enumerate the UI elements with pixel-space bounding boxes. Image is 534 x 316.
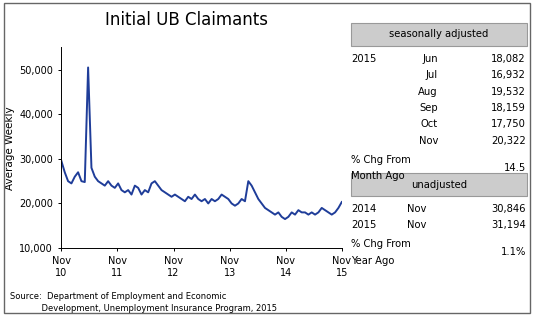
Text: Initial UB Claimants: Initial UB Claimants [105,11,269,29]
Text: Nov: Nov [419,136,438,146]
Text: Source:  Department of Employment and Economic: Source: Department of Employment and Eco… [10,292,226,301]
Text: 2015: 2015 [351,54,377,64]
Text: Month Ago: Month Ago [351,171,405,181]
Text: 18,082: 18,082 [491,54,526,64]
Text: % Chg From: % Chg From [351,239,411,249]
Text: Nov: Nov [407,204,426,214]
Text: Oct: Oct [421,119,438,130]
Text: 16,932: 16,932 [491,70,526,80]
Text: 17,750: 17,750 [491,119,526,130]
Text: 31,194: 31,194 [491,220,526,230]
Text: Jun: Jun [422,54,438,64]
Text: 30,846: 30,846 [491,204,526,214]
Text: unadjusted: unadjusted [411,179,467,190]
Text: 18,159: 18,159 [491,103,526,113]
Text: 2014: 2014 [351,204,376,214]
Text: Year Ago: Year Ago [351,256,395,266]
Text: Jul: Jul [426,70,438,80]
Text: 2015: 2015 [351,220,377,230]
Text: % Chg From: % Chg From [351,155,411,165]
Y-axis label: Average Weekly: Average Weekly [5,106,15,190]
Text: Sep: Sep [419,103,438,113]
Text: 19,532: 19,532 [491,87,526,97]
Text: seasonally adjusted: seasonally adjusted [389,29,489,40]
Text: 14.5: 14.5 [504,163,526,173]
Text: Nov: Nov [407,220,426,230]
Text: 1.1%: 1.1% [500,247,526,258]
Text: 20,322: 20,322 [491,136,526,146]
Text: Development, Unemployment Insurance Program, 2015: Development, Unemployment Insurance Prog… [10,304,277,313]
Text: Aug: Aug [418,87,438,97]
